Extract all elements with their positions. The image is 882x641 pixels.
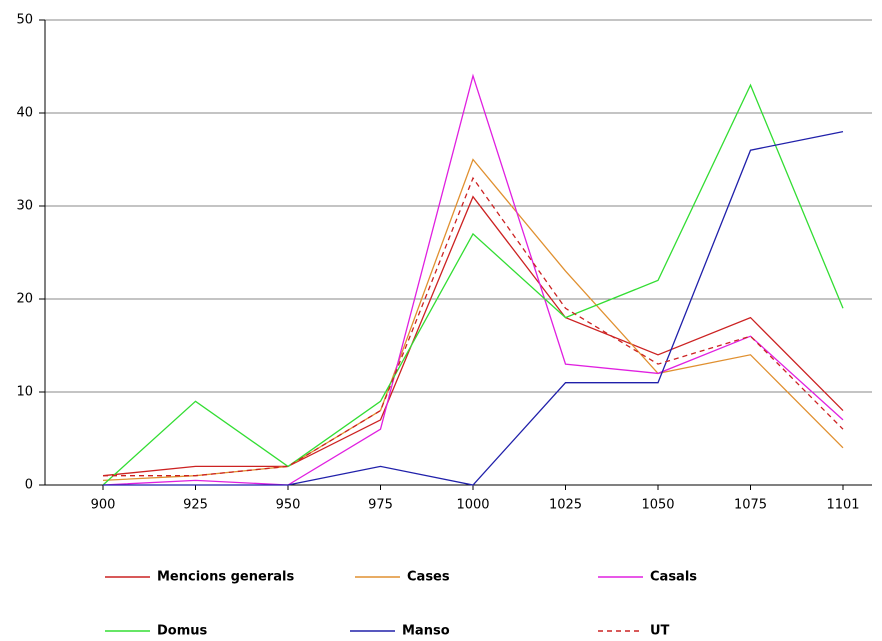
y-tick-label: 50 — [16, 13, 33, 28]
series-line — [102, 73, 844, 486]
y-tick-label: 0 — [25, 478, 33, 493]
x-tick-label: 1101 — [826, 498, 859, 513]
series-line — [102, 158, 844, 481]
x-tick-label: 1075 — [734, 498, 767, 513]
legend-label: Cases — [407, 570, 450, 585]
x-tick-label: 925 — [183, 498, 208, 513]
legend-label: Casals — [650, 570, 697, 585]
y-tick-label: 20 — [16, 292, 33, 307]
x-tick-label: 1050 — [641, 498, 674, 513]
x-tick-label: 1000 — [456, 498, 489, 513]
y-tick-label: 30 — [16, 199, 33, 214]
legend-label: Mencions generals — [157, 570, 294, 585]
x-tick-label: 1025 — [549, 498, 582, 513]
y-tick-label: 40 — [16, 106, 33, 121]
series-line — [102, 83, 844, 486]
series-line — [103, 176, 844, 477]
legend-label: Domus — [157, 624, 208, 639]
x-tick-label: 900 — [91, 498, 116, 513]
x-tick-label: 975 — [368, 498, 393, 513]
x-tick-label: 950 — [276, 498, 301, 513]
legend-label: UT — [650, 624, 670, 639]
legend-label: Manso — [402, 624, 450, 639]
y-tick-label: 10 — [16, 385, 33, 400]
series-line — [102, 195, 844, 477]
series-line — [103, 130, 844, 486]
